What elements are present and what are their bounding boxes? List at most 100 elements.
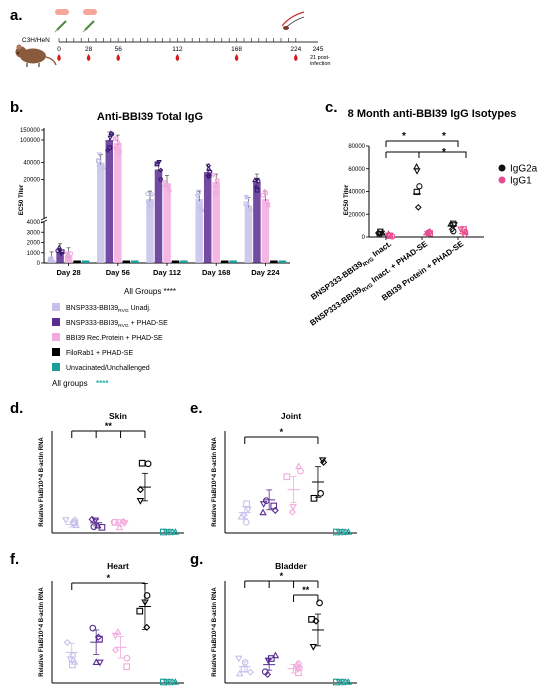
chart-b-bar (244, 205, 253, 263)
chart-point (237, 512, 246, 520)
chart-significance: ** (105, 421, 113, 431)
vaccine-syringe-icon (82, 9, 97, 33)
timeline-day-label: 28 (85, 46, 93, 53)
chart-b-point (198, 206, 204, 212)
chart-b-ytick-label: 100000 (20, 138, 41, 144)
chart-c-point (413, 168, 421, 175)
chart-b-category-label: Day 56 (106, 268, 130, 277)
chart-b-bar (97, 162, 105, 263)
chart-point (264, 670, 272, 679)
chart-b-point (95, 158, 101, 164)
chart-point (309, 643, 318, 651)
chart-b-point (196, 189, 201, 195)
chart-b-axis-break (40, 219, 48, 224)
chart-b-point (253, 184, 259, 190)
chart-point (71, 516, 79, 524)
chart-point (115, 523, 124, 531)
chart-b-point (260, 192, 266, 198)
chart-point (246, 668, 255, 676)
chart-b-category-label: Day 224 (251, 268, 280, 277)
chart-b-point (145, 191, 150, 197)
tick-challenge-icon (281, 11, 305, 30)
chart-b-bar (163, 183, 171, 263)
chart-point (339, 528, 346, 536)
chart-c-significance: * (442, 131, 446, 142)
timeline-day-label: 0 (57, 46, 61, 53)
mouse-icon (15, 44, 57, 67)
chart-b-bar (212, 182, 220, 263)
chart-point (136, 607, 144, 615)
chart-b-point (243, 195, 249, 201)
chart-b-category-label: Day 112 (153, 268, 181, 277)
chart-point (294, 462, 303, 470)
chart-c-point (374, 229, 382, 237)
chart-b-bar-zero (180, 260, 188, 263)
chart-point (271, 651, 280, 659)
chart-b-bar (203, 172, 212, 263)
chart-b-point (68, 251, 74, 256)
chart-b-bar-zero (270, 260, 278, 263)
chart-point (236, 669, 244, 677)
chart-title: Skin (109, 411, 127, 421)
chart-ylabel: Relative FlaB/10^4 B-actin RNA (212, 587, 218, 677)
legend-swatch (52, 363, 60, 371)
chart-b-point (166, 188, 173, 194)
chart-b-point (66, 253, 72, 260)
timeline-day-label: 112 (172, 46, 183, 53)
legend-label: BNSP333-BBI39RVG Unadj. (66, 305, 151, 314)
chart-point (288, 508, 297, 516)
chart-point (310, 494, 318, 502)
chart-ylabel: Relative FlaB/10^4 B-actin RNA (39, 437, 45, 527)
timeline-day-label: 245 (313, 46, 324, 53)
chart-b-point (213, 182, 220, 188)
timeline-day-label: 224 (290, 46, 301, 53)
chart-c-legend-label: IgG2a (510, 164, 538, 175)
chart-b-bar (195, 199, 203, 263)
chart-b-ylabel: EC50 Titer (18, 184, 25, 215)
timeline-day-label: 56 (115, 46, 123, 53)
chart-c-point (378, 229, 386, 236)
legend-swatch (52, 348, 60, 356)
blood-drop-icon (86, 54, 91, 61)
chart-b-ytick-label: 1000 (27, 251, 41, 257)
panel-label-b: b. (10, 99, 23, 116)
blood-drop-icon (116, 54, 120, 61)
chart-b-bar-zero (229, 260, 237, 263)
chart-point (136, 486, 145, 494)
panel-label-e: e. (190, 400, 203, 417)
chart-b-point (248, 207, 253, 213)
chart-point (283, 473, 291, 481)
chart-significance: * (280, 427, 284, 437)
chart-b-bar (105, 139, 114, 263)
chart-point (271, 506, 279, 514)
chart-b-point (158, 167, 164, 173)
timeline-day-labels: 0 28 56 112 168 224 245 (57, 46, 324, 53)
chart-point (259, 508, 267, 516)
chart-point (92, 658, 100, 666)
chart-b-point (265, 202, 271, 208)
chart-point (62, 517, 70, 524)
chart-point (143, 592, 151, 599)
timeline-endnote-1: 21 post- (310, 55, 330, 61)
chart-c-legend-marker (498, 164, 506, 172)
chart-point (289, 504, 297, 511)
chart-c-ytick-label: 60000 (348, 167, 365, 173)
chart-point (293, 660, 301, 667)
blood-drop-icon (175, 54, 180, 61)
chart-c-point (426, 227, 434, 235)
chart-b-point (262, 188, 268, 194)
chart-title: Bladder (275, 561, 307, 571)
chart-point (316, 599, 323, 607)
chart-c-point (448, 225, 456, 233)
timeline-ticks (58, 38, 297, 42)
chart-b-point (194, 194, 200, 200)
chart-b-point (213, 190, 218, 196)
chart-point (162, 679, 171, 686)
chart-b-point (96, 152, 102, 158)
chart-c-legend-label: IgG1 (510, 176, 532, 187)
chart-b-bar (261, 199, 270, 263)
chart-point (242, 518, 250, 526)
chart-point (317, 490, 324, 497)
